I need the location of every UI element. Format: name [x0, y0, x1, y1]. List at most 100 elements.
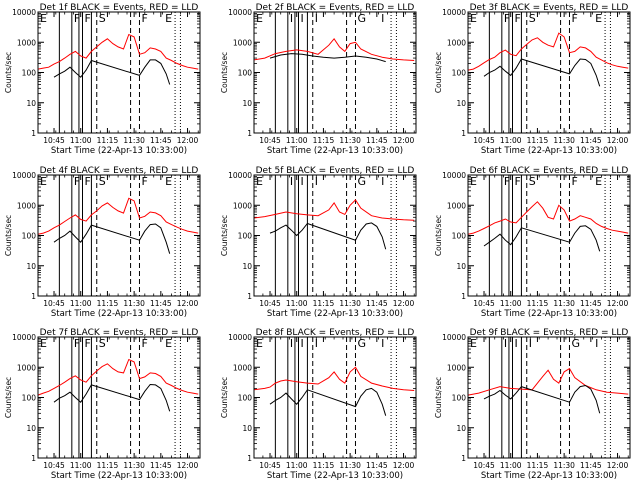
- y-tick-label: 1: [461, 454, 466, 463]
- lld-series-line: [467, 201, 629, 235]
- y-tick-label: 1000: [447, 38, 466, 47]
- period-letter: I: [381, 337, 384, 350]
- x-tick-label: 11:15: [527, 299, 549, 308]
- detector-panel: Det 1f BLACK = Events, RED = LLD Counts/s…: [4, 3, 201, 156]
- y-tick-label: 10: [26, 424, 36, 433]
- x-tick-label: 11:15: [313, 136, 335, 145]
- panel-title: Det 4f BLACK = Events, RED = LLD: [40, 166, 199, 176]
- x-tick-label: 11:45: [580, 461, 602, 470]
- x-tick-label: 11:00: [500, 299, 522, 308]
- period-letter: I: [515, 337, 518, 350]
- x-axis-label: Start Time (22-Apr-13 10:33:00): [481, 471, 617, 480]
- detector-panel: Det 6f BLACK = Events, RED = LLD Counts/s…: [434, 166, 631, 319]
- x-tick-label: 12:00: [393, 461, 415, 470]
- x-tick-label: 12:00: [177, 136, 199, 145]
- panel-title: Det 8f BLACK = Events, RED = LLD: [256, 328, 415, 338]
- x-tick-label: 10:45: [259, 136, 281, 145]
- panel-title: Det 3f BLACK = Events, RED = LLD: [470, 3, 629, 13]
- y-tick-label: 1: [461, 292, 466, 301]
- y-tick-label: 10000: [12, 8, 36, 17]
- panel-title: Det 5f BLACK = Events, RED = LLD: [256, 166, 415, 176]
- x-tick-label: 11:00: [70, 461, 92, 470]
- period-letter: E: [470, 175, 477, 188]
- panel-title: Det 7f BLACK = Events, RED = LLD: [40, 328, 199, 338]
- period-letter: I: [595, 337, 598, 350]
- x-tick-label: 11:30: [123, 136, 145, 145]
- period-letter: I: [381, 175, 384, 188]
- x-tick-label: 11:30: [339, 299, 361, 308]
- y-axis-label: Counts/sec: [220, 52, 229, 93]
- x-tick-label: 12:00: [393, 299, 415, 308]
- period-letter: I: [315, 175, 318, 188]
- x-tick-label: 10:45: [473, 136, 495, 145]
- period-letter: E: [40, 12, 47, 25]
- x-tick-label: 11:00: [286, 461, 308, 470]
- period-letter: E: [470, 12, 477, 25]
- x-tick-label: 11:45: [366, 299, 388, 308]
- x-tick-label: 11:30: [553, 461, 575, 470]
- plot-frame: [37, 11, 201, 134]
- period-letter: I: [504, 337, 507, 350]
- x-tick-label: 11:45: [580, 136, 602, 145]
- plot-frame: [253, 11, 417, 134]
- period-letter: E: [165, 337, 172, 350]
- lld-series-line: [253, 199, 415, 221]
- x-tick-label: 10:45: [259, 299, 281, 308]
- period-letter: F: [515, 175, 521, 188]
- y-axis-label: Counts/sec: [434, 52, 443, 93]
- y-axis-label: Counts/sec: [220, 215, 229, 256]
- y-tick-label: 10000: [442, 333, 466, 342]
- period-letter: I: [290, 337, 293, 350]
- x-tick-label: 12:00: [177, 461, 199, 470]
- period-letter: F: [85, 12, 91, 25]
- period-letter: F: [74, 175, 80, 188]
- period-letter: S: [99, 175, 106, 188]
- lld-series-line: [37, 358, 199, 396]
- y-tick-label: 1000: [17, 38, 36, 47]
- events-series-line: [53, 223, 171, 254]
- y-tick-label: 100: [22, 232, 37, 241]
- period-letter: F: [141, 337, 147, 350]
- lld-series-line: [37, 33, 199, 70]
- y-tick-label: 10: [242, 262, 252, 271]
- x-tick-label: 11:15: [313, 461, 335, 470]
- period-letter: E: [256, 175, 263, 188]
- y-tick-label: 10000: [442, 171, 466, 180]
- x-axis-label: Start Time (22-Apr-13 10:33:00): [481, 309, 617, 319]
- lld-series-line: [467, 32, 629, 71]
- x-tick-label: 10:45: [259, 461, 281, 470]
- x-axis-label: Start Time (22-Apr-13 10:33:00): [267, 146, 403, 156]
- period-letter: E: [256, 12, 263, 25]
- plot-frame: [467, 336, 631, 459]
- events-series-line: [269, 387, 387, 416]
- y-tick-label: 100: [22, 394, 37, 403]
- detector-panel: Det 5f BLACK = Events, RED = LLD Counts/s…: [220, 166, 417, 319]
- x-tick-label: 11:15: [97, 136, 119, 145]
- period-letter: F: [515, 12, 521, 25]
- y-tick-label: 1: [461, 129, 466, 138]
- x-tick-label: 11:00: [500, 461, 522, 470]
- x-tick-label: 10:45: [43, 299, 65, 308]
- x-tick-label: 11:00: [500, 136, 522, 145]
- events-series-line: [269, 53, 386, 63]
- x-tick-label: 11:30: [553, 299, 575, 308]
- x-tick-label: 11:15: [97, 299, 119, 308]
- period-letter: S: [99, 12, 106, 25]
- plot-frame: [253, 336, 417, 459]
- plot-frame: [467, 11, 631, 134]
- period-letter: I: [301, 337, 304, 350]
- y-axis-label: Counts/sec: [4, 377, 13, 418]
- events-series-line: [483, 58, 601, 87]
- panel-title: Det 1f BLACK = Events, RED = LLD: [40, 3, 199, 13]
- x-tick-label: 11:30: [339, 461, 361, 470]
- detector-panel: Det 8f BLACK = Events, RED = LLD Counts/s…: [220, 328, 417, 480]
- x-tick-label: 11:45: [150, 461, 172, 470]
- x-tick-label: 12:00: [607, 461, 629, 470]
- y-tick-label: 1000: [17, 201, 36, 210]
- y-tick-label: 10: [242, 424, 252, 433]
- period-letter: I: [301, 12, 304, 25]
- y-tick-label: 10: [456, 424, 466, 433]
- y-tick-label: 100: [452, 394, 467, 403]
- x-tick-label: 10:45: [473, 461, 495, 470]
- x-tick-label: 10:45: [43, 461, 65, 470]
